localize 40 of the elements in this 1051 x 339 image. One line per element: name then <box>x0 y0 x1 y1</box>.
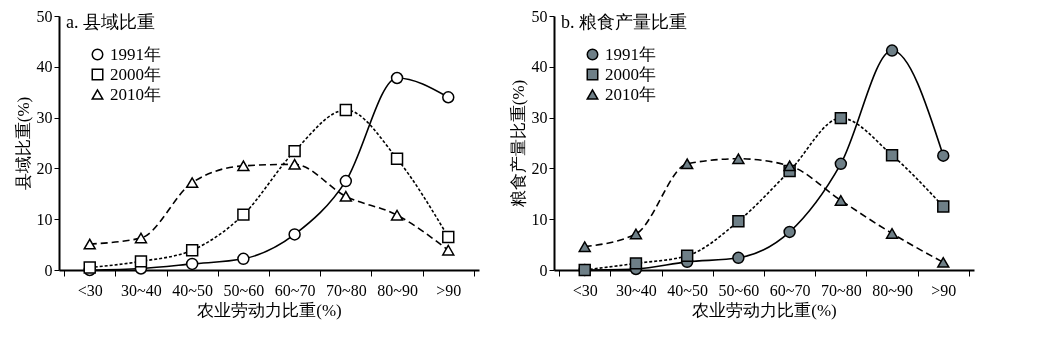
x-axis-title: 农业劳动力比重(%) <box>692 300 837 320</box>
legend-label: 1991年 <box>605 44 656 64</box>
y-tick-label: 10 <box>531 210 548 228</box>
x-tick-label: 40~50 <box>172 281 213 299</box>
y-tick-label: 50 <box>531 7 548 25</box>
x-tick-label: 60~70 <box>274 281 316 299</box>
legend-label: 1991年 <box>110 44 161 64</box>
y-tick-label: 20 <box>36 159 53 177</box>
x-tick-label: 70~80 <box>326 281 367 299</box>
y-tick-label: 0 <box>539 261 548 279</box>
x-tick-label: >90 <box>436 281 462 299</box>
x-tick-label: 30~40 <box>616 281 657 299</box>
x-tick-label: 40~50 <box>667 281 708 299</box>
x-tick-label: 80~90 <box>377 281 418 299</box>
legend-label: 2000年 <box>110 64 161 84</box>
x-axis-title: 农业劳动力比重(%) <box>197 300 342 320</box>
x-tick-label: <30 <box>572 281 598 299</box>
x-tick-label: 80~90 <box>872 281 913 299</box>
y-tick-label: 30 <box>36 109 53 127</box>
legend-label: 2010年 <box>605 84 656 104</box>
x-tick-label: >90 <box>931 281 957 299</box>
x-tick-label: 30~40 <box>121 281 162 299</box>
y-axis-title: 粮食产量比重(%) <box>508 79 528 208</box>
y-tick-label: 0 <box>44 261 53 279</box>
y-tick-label: 50 <box>36 7 53 25</box>
chart-title: b. 粮食产量比重 <box>561 12 687 32</box>
y-tick-label: 30 <box>531 109 548 127</box>
x-tick-label: 70~80 <box>821 281 862 299</box>
x-tick-label: 50~60 <box>223 281 265 299</box>
x-tick-label: <30 <box>77 281 103 299</box>
legend-label: 2000年 <box>605 64 656 84</box>
y-axis-title: 县域比重(%) <box>13 96 33 191</box>
y-tick-label: 20 <box>531 159 548 177</box>
y-tick-label: 40 <box>36 58 53 76</box>
y-tick-label: 40 <box>531 58 548 76</box>
legend-label: 2010年 <box>110 84 161 104</box>
y-tick-label: 10 <box>36 210 53 228</box>
x-tick-label: 50~60 <box>718 281 760 299</box>
chart-title: a. 县域比重 <box>66 12 155 32</box>
x-tick-label: 60~70 <box>769 281 811 299</box>
